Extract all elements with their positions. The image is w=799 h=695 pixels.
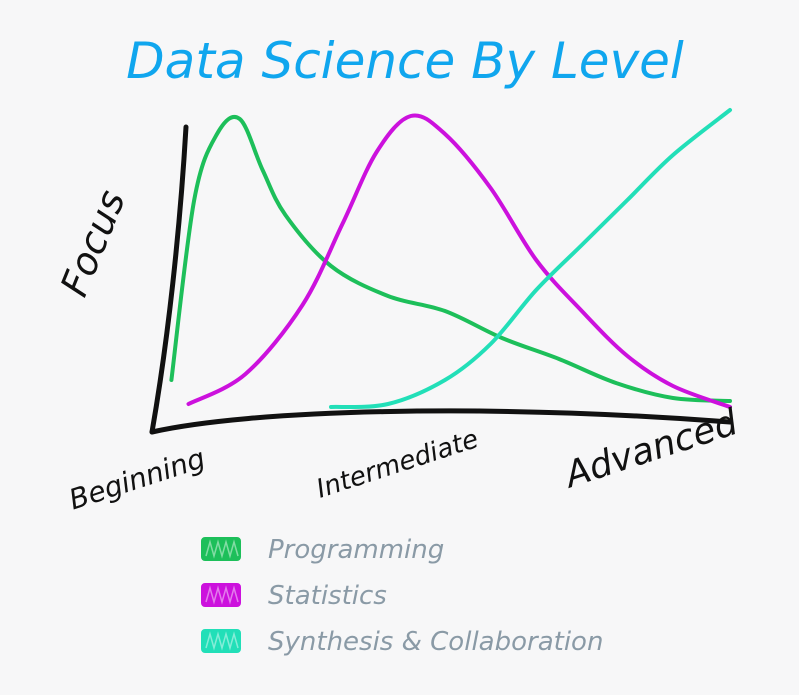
legend: Programming Statistics Synthesis & Collabo… xyxy=(201,535,603,657)
x-tick-labels: Beginning Intermediate Advanced xyxy=(65,402,744,517)
legend-swatch xyxy=(201,583,241,607)
series-line-synthesis-collaboration xyxy=(329,108,732,410)
legend-swatch-scribble xyxy=(205,539,239,559)
legend-label: Programming xyxy=(268,535,444,565)
series-line-programming xyxy=(169,114,732,403)
legend-swatch xyxy=(201,537,241,561)
series-layer xyxy=(169,108,732,410)
legend-swatch-scribble xyxy=(205,631,239,651)
legend-swatch-scribble xyxy=(205,585,239,605)
x-axis xyxy=(149,408,733,435)
y-axis-label: Focus xyxy=(52,184,134,302)
x-tick-intermediate: Intermediate xyxy=(313,424,482,505)
x-tick-beginning: Beginning xyxy=(65,442,209,517)
y-axis xyxy=(149,124,189,435)
legend-swatch xyxy=(201,629,241,653)
legend-label: Statistics xyxy=(268,581,387,611)
legend-label: Synthesis & Collaboration xyxy=(268,627,603,657)
series-line-statistics xyxy=(186,113,732,409)
chart-title: Data Science By Level xyxy=(126,32,684,90)
